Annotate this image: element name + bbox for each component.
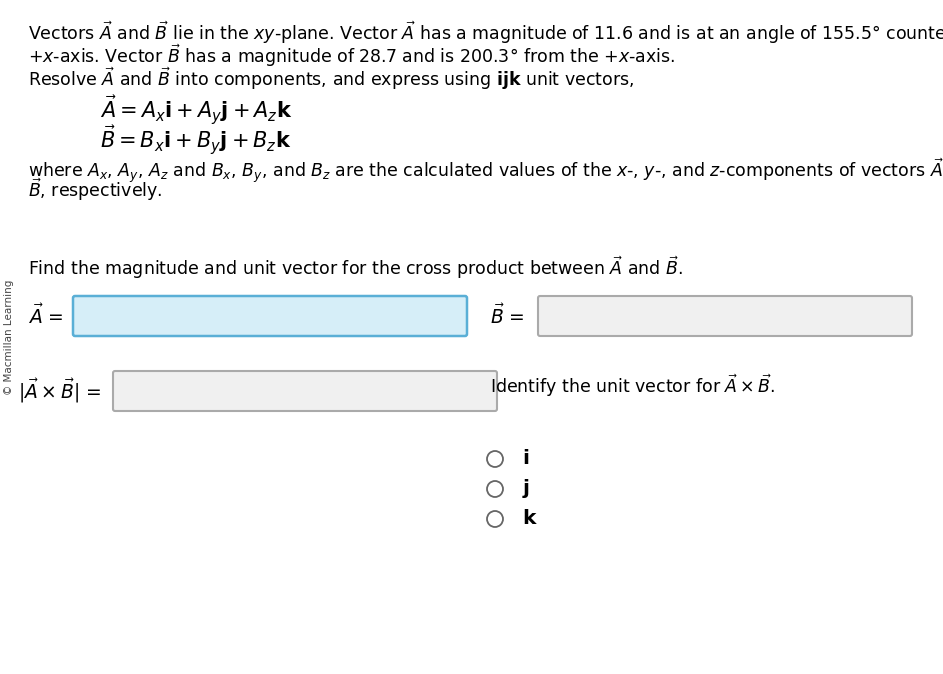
FancyBboxPatch shape <box>73 296 467 336</box>
Text: $+x$-axis. Vector $\vec{B}$ has a magnitude of 28.7 and is 200.3° from the $+x$-: $+x$-axis. Vector $\vec{B}$ has a magnit… <box>28 42 675 69</box>
Text: where $A_x$, $A_y$, $A_z$ and $B_x$, $B_y$, and $B_z$ are the calculated values : where $A_x$, $A_y$, $A_z$ and $B_x$, $B_… <box>28 156 943 185</box>
Text: $\vec{B} = B_x\mathbf{i} + B_y\mathbf{j} + B_z\mathbf{k}$: $\vec{B} = B_x\mathbf{i} + B_y\mathbf{j}… <box>100 123 291 156</box>
Text: $\mathbf{k}$: $\mathbf{k}$ <box>522 510 538 528</box>
Text: $\vec{B}$, respectively.: $\vec{B}$, respectively. <box>28 176 162 203</box>
Text: Resolve $\vec{A}$ and $\vec{B}$ into components, and express using $\mathbf{ijk}: Resolve $\vec{A}$ and $\vec{B}$ into com… <box>28 65 635 92</box>
Text: Identify the unit vector for $\vec{A} \times \vec{B}$.: Identify the unit vector for $\vec{A} \t… <box>490 373 775 399</box>
Text: $\mathbf{j}$: $\mathbf{j}$ <box>522 477 530 501</box>
Text: $\vec{A} = A_x\mathbf{i} + A_y\mathbf{j} + A_z\mathbf{k}$: $\vec{A} = A_x\mathbf{i} + A_y\mathbf{j}… <box>100 93 292 127</box>
Text: $\vec{A}$ =: $\vec{A}$ = <box>28 304 63 328</box>
Text: Find the magnitude and unit vector for the cross product between $\vec{A}$ and $: Find the magnitude and unit vector for t… <box>28 254 683 280</box>
FancyBboxPatch shape <box>538 296 912 336</box>
Text: $\vec{B}$ =: $\vec{B}$ = <box>490 304 524 328</box>
Text: © Macmillan Learning: © Macmillan Learning <box>4 279 14 395</box>
FancyBboxPatch shape <box>113 371 497 411</box>
Text: $|\vec{A} \times \vec{B}|$ =: $|\vec{A} \times \vec{B}|$ = <box>18 377 101 405</box>
Text: $\mathbf{i}$: $\mathbf{i}$ <box>522 450 529 468</box>
Text: Vectors $\vec{A}$ and $\vec{B}$ lie in the $xy$-plane. Vector $\vec{A}$ has a ma: Vectors $\vec{A}$ and $\vec{B}$ lie in t… <box>28 19 943 46</box>
